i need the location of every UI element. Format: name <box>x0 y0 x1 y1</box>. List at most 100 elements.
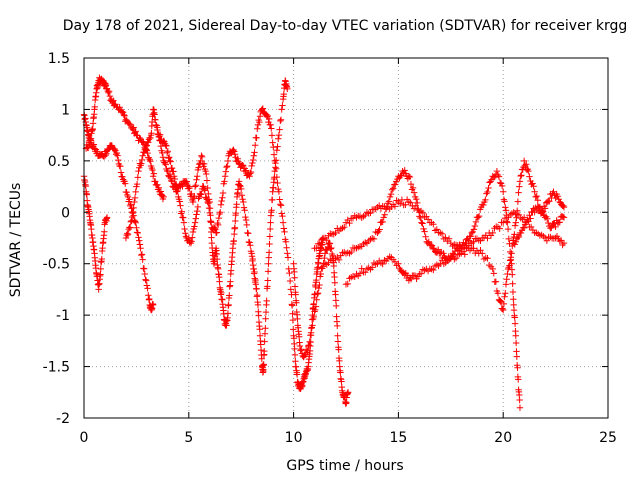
data-point-marker <box>262 308 270 316</box>
data-point-marker <box>186 184 193 192</box>
data-point-marker <box>498 182 506 190</box>
data-point-marker <box>217 209 224 216</box>
data-point-marker <box>185 183 192 190</box>
data-point-marker <box>264 268 272 275</box>
data-point-marker <box>517 229 525 237</box>
data-point-marker <box>191 223 198 230</box>
data-point-marker <box>422 233 429 241</box>
data-point-marker <box>314 289 322 297</box>
data-point-marker <box>417 270 425 277</box>
data-point-marker <box>501 293 508 300</box>
data-point-marker <box>492 278 500 285</box>
data-point-marker <box>251 142 259 149</box>
data-point-marker <box>489 265 496 273</box>
data-point-marker <box>527 215 534 222</box>
data-point-marker <box>216 278 223 285</box>
data-point-marker <box>123 189 130 196</box>
data-point-marker <box>511 314 518 321</box>
data-point-marker <box>276 126 283 133</box>
data-point-marker <box>512 339 520 347</box>
data-point-marker <box>294 315 301 323</box>
data-point-marker <box>315 284 322 292</box>
data-point-marker <box>239 161 246 169</box>
data-point-marker <box>218 197 225 205</box>
data-point-marker <box>224 162 231 170</box>
data-point-marker <box>338 378 345 385</box>
data-point-marker <box>168 177 175 184</box>
data-point-marker <box>282 238 290 245</box>
data-point-marker <box>134 229 141 237</box>
data-point-marker <box>525 167 532 175</box>
data-point-marker <box>484 255 491 262</box>
data-point-marker <box>306 338 313 345</box>
data-point-marker <box>344 389 352 396</box>
data-point-marker <box>312 306 319 314</box>
data-point-marker <box>117 162 124 170</box>
data-point-marker <box>127 218 135 225</box>
data-point-marker <box>247 170 254 177</box>
data-point-marker <box>523 161 530 168</box>
data-point-marker <box>244 229 251 237</box>
data-point-marker <box>546 198 553 205</box>
data-point-marker <box>483 190 490 197</box>
data-point-marker <box>532 193 539 201</box>
data-point-marker <box>411 272 419 279</box>
data-point-marker <box>551 220 558 227</box>
data-point-marker <box>268 125 275 132</box>
data-point-marker <box>149 301 157 309</box>
data-point-marker <box>90 141 97 148</box>
y-axis-label: SDTVAR / TECUs <box>8 183 24 298</box>
data-point-marker <box>207 217 214 225</box>
data-point-marker <box>236 182 244 189</box>
data-point-marker <box>495 173 503 180</box>
data-point-marker <box>490 270 497 277</box>
data-point-marker <box>502 289 509 297</box>
data-point-marker <box>505 235 512 243</box>
data-point-marker <box>118 108 125 115</box>
data-point-marker <box>246 173 253 180</box>
data-point-marker <box>218 289 225 297</box>
data-point-marker <box>131 194 139 202</box>
data-point-marker <box>526 173 533 180</box>
data-point-marker <box>289 310 296 317</box>
data-point-marker <box>144 149 151 157</box>
data-point-marker <box>335 256 343 264</box>
data-point-marker <box>117 169 125 176</box>
data-point-marker <box>419 220 426 227</box>
series-group <box>321 167 524 411</box>
data-point-marker <box>227 278 234 285</box>
data-point-marker <box>261 347 268 355</box>
data-point-marker <box>136 134 143 142</box>
data-point-marker <box>203 177 211 184</box>
data-point-marker <box>427 241 435 249</box>
data-point-marker <box>157 188 165 195</box>
data-point-marker <box>500 300 508 308</box>
data-point-marker <box>385 198 393 205</box>
data-point-marker <box>515 233 523 241</box>
data-point-marker <box>202 167 209 175</box>
data-point-marker <box>310 313 318 321</box>
data-point-marker <box>256 326 263 333</box>
data-point-marker <box>430 245 438 252</box>
data-point-marker <box>369 264 376 271</box>
data-point-marker <box>179 183 186 190</box>
y-tick-label: 0 <box>61 205 70 221</box>
data-point-marker <box>147 134 154 142</box>
data-point-marker <box>239 196 246 203</box>
data-point-marker <box>332 229 339 237</box>
data-point-marker <box>194 203 202 211</box>
data-point-marker <box>503 218 510 225</box>
data-point-marker <box>401 167 408 174</box>
data-point-marker <box>258 355 266 362</box>
data-point-marker <box>309 322 316 329</box>
data-point-marker <box>530 183 537 190</box>
data-point-marker <box>376 226 383 233</box>
data-point-marker <box>205 200 212 207</box>
data-point-marker <box>243 221 250 229</box>
data-point-marker <box>414 199 421 207</box>
data-point-marker <box>131 198 138 206</box>
data-point-marker <box>273 173 281 181</box>
data-point-marker <box>143 282 151 289</box>
data-point-marker <box>467 233 474 240</box>
data-point-marker <box>418 219 425 226</box>
